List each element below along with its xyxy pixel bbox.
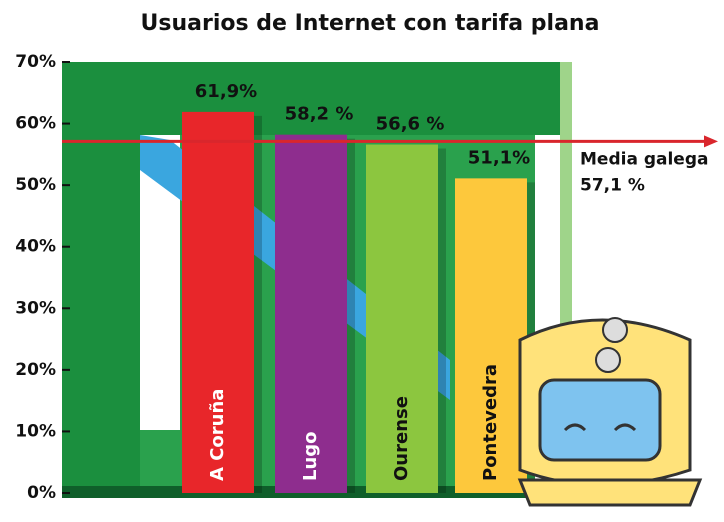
white-band	[140, 135, 180, 430]
value-label: 61,9%	[195, 81, 257, 102]
y-tick-label: 30%	[15, 298, 56, 318]
value-label: 58,2 %	[285, 104, 354, 125]
y-tick-label: 10%	[15, 421, 56, 441]
y-tick-label: 50%	[15, 175, 56, 195]
chart-title: Usuarios de Internet con tarifa plana	[141, 11, 600, 36]
reference-label: Media galega	[580, 149, 708, 169]
y-tick-label: 60%	[15, 114, 56, 134]
bar	[275, 134, 347, 493]
value-label: 51,1%	[468, 147, 530, 168]
bar	[455, 178, 527, 493]
y-tick-label: 40%	[15, 237, 56, 257]
bar	[182, 111, 254, 493]
bar-side	[438, 148, 446, 493]
y-tick-label: 0%	[27, 483, 56, 503]
x-tick-label: Ourense	[391, 396, 412, 481]
y-tick-label: 20%	[15, 360, 56, 380]
y-tick-label: 70%	[15, 52, 56, 72]
reference-arrow	[704, 135, 718, 148]
x-tick-label: A Coruña	[207, 389, 228, 481]
x-tick-label: Lugo	[300, 431, 321, 481]
mascot	[517, 317, 703, 507]
x-tick-label: Pontevedra	[480, 364, 501, 481]
bar	[366, 144, 438, 493]
bar-side	[254, 115, 262, 493]
value-label: 56,6 %	[376, 114, 445, 135]
reference-value-label: 57,1 %	[580, 175, 645, 195]
bar-side	[347, 138, 355, 493]
